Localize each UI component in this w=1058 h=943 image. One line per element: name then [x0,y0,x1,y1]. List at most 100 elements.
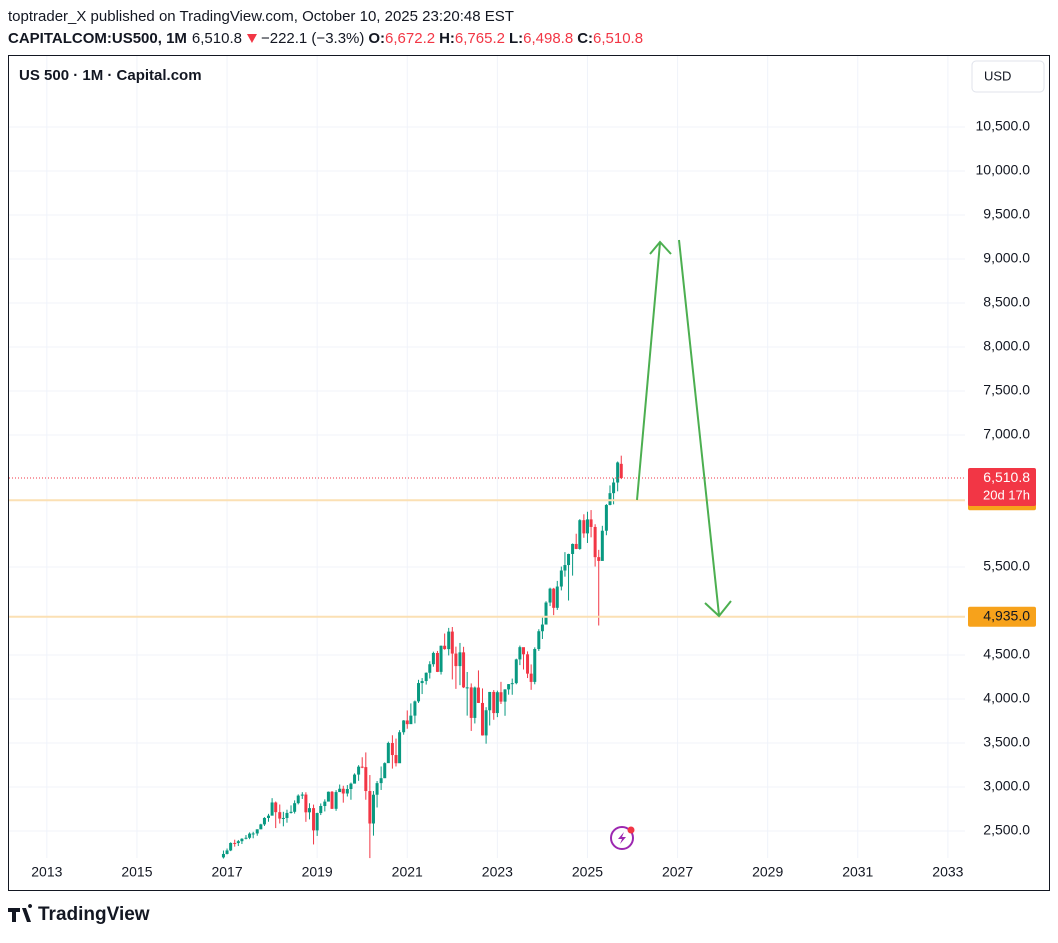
candle-body [353,774,357,784]
candle-body [326,791,330,802]
y-tick-label: 9,500.0 [983,206,1030,222]
y-tick-label: 10,500.0 [976,118,1031,134]
ohlc-key: O: [368,30,385,47]
candle-body [495,692,499,714]
candle-body [259,824,263,830]
candle-body [476,687,480,703]
candle-body [266,815,270,818]
y-tick-label: 9,000.0 [983,250,1030,266]
candle-body [597,557,601,561]
candle-body [307,808,311,813]
candle-body [529,673,533,682]
candle-body [537,631,541,650]
candle-body [379,778,383,784]
candle-body [447,631,451,650]
candle-body [450,631,454,654]
y-tick-label: 4,500.0 [983,646,1030,662]
candle-body [371,794,375,824]
candle-body [552,588,556,608]
last-price-label: 6,510.8 [983,469,1030,485]
candle-body [375,783,379,795]
candle-body [312,808,316,831]
candle-body [274,802,278,813]
candle-body [507,684,511,690]
candle-body [386,742,390,764]
tv-logo [8,904,33,922]
candle-body [390,742,394,756]
currency: USD [984,68,1011,83]
candle-body [248,833,252,838]
projection-arrow [636,239,732,618]
x-tick-label: 2015 [121,864,152,880]
symbol-line: CAPITALCOM:US500, 1M 6,510.8 −222.1 (−3.3%… [8,30,643,47]
candle-body [518,647,522,660]
x-tick-label: 2017 [211,864,242,880]
candle-body [244,837,248,839]
candle-body [559,570,563,587]
candle-body [533,649,537,682]
candle-body [420,681,424,684]
candle-body [383,763,387,779]
candle-body [567,553,571,566]
candle-body [619,463,623,479]
candle-body [473,687,477,718]
last-price-tag [968,468,1036,507]
candle-body [240,838,244,842]
x-tick-label: 2031 [842,864,873,880]
candle-body [262,817,266,825]
candle-body [616,462,620,483]
candle-body [225,850,229,854]
candle-body [368,791,372,824]
x-tick-label: 2025 [572,864,603,880]
candle-body [405,720,409,725]
x-tick-label: 2033 [932,864,963,880]
y-tick-label: 5,500.0 [983,558,1030,574]
x-tick-label: 2027 [662,864,693,880]
candle-body [544,602,548,625]
candle-body [431,652,435,665]
ohlc-value: 6,498.8 [523,30,573,47]
candle-body [526,654,530,674]
candle-body [608,493,612,505]
y-tick-label: 10,000.0 [976,162,1031,178]
level-label: 4,935.0 [983,607,1030,623]
candle-body [236,841,240,844]
candle-body [319,805,323,814]
candle-body [469,687,473,718]
publisher: toptrader_X published on TradingView.com… [8,8,514,25]
candle-body [574,543,578,549]
candle-body [398,732,402,764]
candle-body [571,543,575,554]
y-tick-label: 8,000.0 [983,338,1030,354]
candle-body [304,794,308,813]
candle-body [454,653,458,667]
candle-body [338,788,342,793]
currency-button[interactable] [971,60,1045,93]
candle-body [300,794,304,796]
candle-body [334,792,338,809]
candle-body [604,504,608,531]
candle-body [323,801,327,806]
candle-body [255,829,259,834]
y-tick-label: 7,000.0 [983,426,1030,442]
candle-body [582,520,586,534]
candle-body [488,691,492,711]
y-tick-label: 3,500.0 [983,734,1030,750]
candle-body [330,791,334,809]
candle-body [503,689,507,702]
axes: 2013 2015 2017 2019 2021 2023 2025 2027 2029 2031… [31,118,1036,880]
candle-body [417,683,421,702]
ohlc-value: 6,672.2 [385,30,435,47]
candle-body [492,691,496,714]
candle-body [345,789,349,794]
candle-body [563,565,567,571]
brand: TradingView [38,904,150,925]
candle-body [251,833,255,835]
candle-body [458,652,462,667]
candle-body [270,802,274,816]
candle-body [484,710,488,736]
flash-icon [610,826,635,850]
candle-body [349,783,353,790]
